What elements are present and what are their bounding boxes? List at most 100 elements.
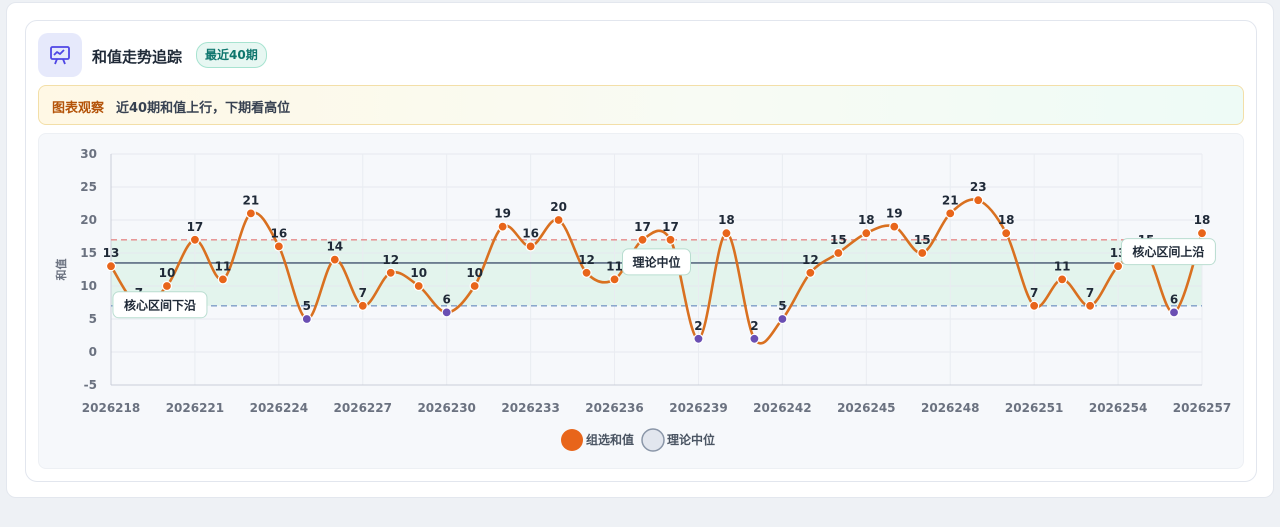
data-label: 6 [1170,292,1178,306]
lower-bound-callout: 核心区间下沿 [112,291,208,319]
legend-label-sum: 组选和值 [586,432,634,447]
observation-text: 近40期和值上行，下期看高位 [116,101,291,116]
data-point [973,195,984,206]
x-tick-label: 2026254 [1089,401,1147,415]
observation-label: 图表观察 [52,101,105,116]
data-label: 16 [522,226,539,240]
y-axis-title: 和值 [54,259,68,281]
data-label: 14 [326,240,343,254]
data-label: 2 [694,319,702,333]
data-point [1001,228,1012,239]
data-point [357,300,368,311]
data-point [385,267,396,278]
data-label: 18 [858,213,875,227]
data-label: 13 [103,246,120,260]
data-label: 23 [970,180,987,194]
x-tick-label: 2026248 [921,401,979,415]
data-label: 18 [998,213,1015,227]
data-label: 2 [750,319,758,333]
data-label: 21 [942,193,959,207]
x-tick-label: 2026236 [585,401,643,415]
data-point [945,208,956,219]
data-label: 19 [494,207,511,221]
chart-legend: 组选和值 理论中位 [561,428,715,452]
data-point [609,274,620,285]
data-point [469,280,480,292]
data-label: 11 [606,259,623,273]
data-point [273,241,284,252]
data-label: 21 [243,193,260,207]
data-point [105,261,117,272]
data-point [833,247,844,259]
median-callout: 理论中位 [622,248,691,276]
data-label: 18 [1194,213,1211,227]
y-tick-label: 10 [80,279,97,293]
median-callout-text: 理论中位 [632,254,680,269]
data-point [749,333,760,344]
data-label: 10 [410,266,427,280]
x-tick-label: 2026227 [334,401,392,415]
data-point [161,280,173,292]
observation-banner: 图表观察 近40期和值上行，下期看高位 [38,85,1244,125]
data-label: 17 [634,220,651,234]
data-point [1196,228,1208,239]
data-label: 19 [886,207,903,221]
data-label: 17 [662,220,679,234]
data-point [245,208,256,219]
x-tick-label: 2026230 [417,401,475,415]
data-point [497,221,508,232]
data-point [721,228,732,239]
lower-bound-callout-text: 核心区间下沿 [124,297,196,312]
x-tick-label: 2026242 [753,401,811,415]
data-label: 10 [159,266,176,280]
y-tick-label: 20 [80,213,97,227]
data-label: 15 [914,233,931,247]
x-tick-label: 2026239 [669,401,727,415]
data-point [1112,261,1124,272]
data-point [525,241,536,252]
data-point [889,221,900,232]
data-point [301,313,312,325]
card-title: 和值走势追踪 [92,48,183,66]
data-label: 16 [270,226,287,240]
legend-swatch-sum [561,429,583,451]
x-tick-label: 2026233 [501,401,559,415]
y-tick-label: 25 [80,180,97,194]
data-point [1085,300,1096,311]
data-point [637,234,648,245]
data-label: 5 [778,299,786,313]
data-point [1168,307,1180,318]
data-label: 17 [187,220,204,234]
legend-swatch-median [641,428,665,452]
x-tick-label: 2026221 [166,401,224,415]
data-point [217,274,228,285]
data-label: 7 [1086,286,1094,300]
upper-bound-callout-text: 核心区间上沿 [1132,244,1204,259]
data-point [581,267,592,278]
upper-bound-callout: 核心区间上沿 [1120,238,1216,266]
data-point [777,313,788,325]
period-badge: 最近40期 [196,42,267,68]
data-label: 12 [382,253,399,267]
data-point [693,333,704,344]
y-tick-label: 5 [89,312,97,326]
legend-label-median: 理论中位 [667,432,715,447]
x-tick-label: 2026257 [1173,401,1231,415]
data-point [189,234,201,245]
data-point [553,214,564,226]
data-label: 15 [830,233,847,247]
data-point [665,234,676,245]
data-label: 12 [802,253,819,267]
data-label: 12 [578,253,595,267]
data-label: 5 [303,299,311,313]
data-label: 11 [215,259,232,273]
data-label: 20 [550,200,567,214]
trend-chart-icon [38,33,82,77]
data-label: 6 [443,292,451,306]
data-point [917,247,928,259]
x-tick-label: 2026218 [82,401,140,415]
data-label: 10 [466,266,483,280]
chart-container: -5 0 5 10 15 20 25 30 2026218 2026221 2026224 20262… [38,133,1244,469]
data-point [441,307,452,318]
y-tick-label: 15 [80,246,97,260]
